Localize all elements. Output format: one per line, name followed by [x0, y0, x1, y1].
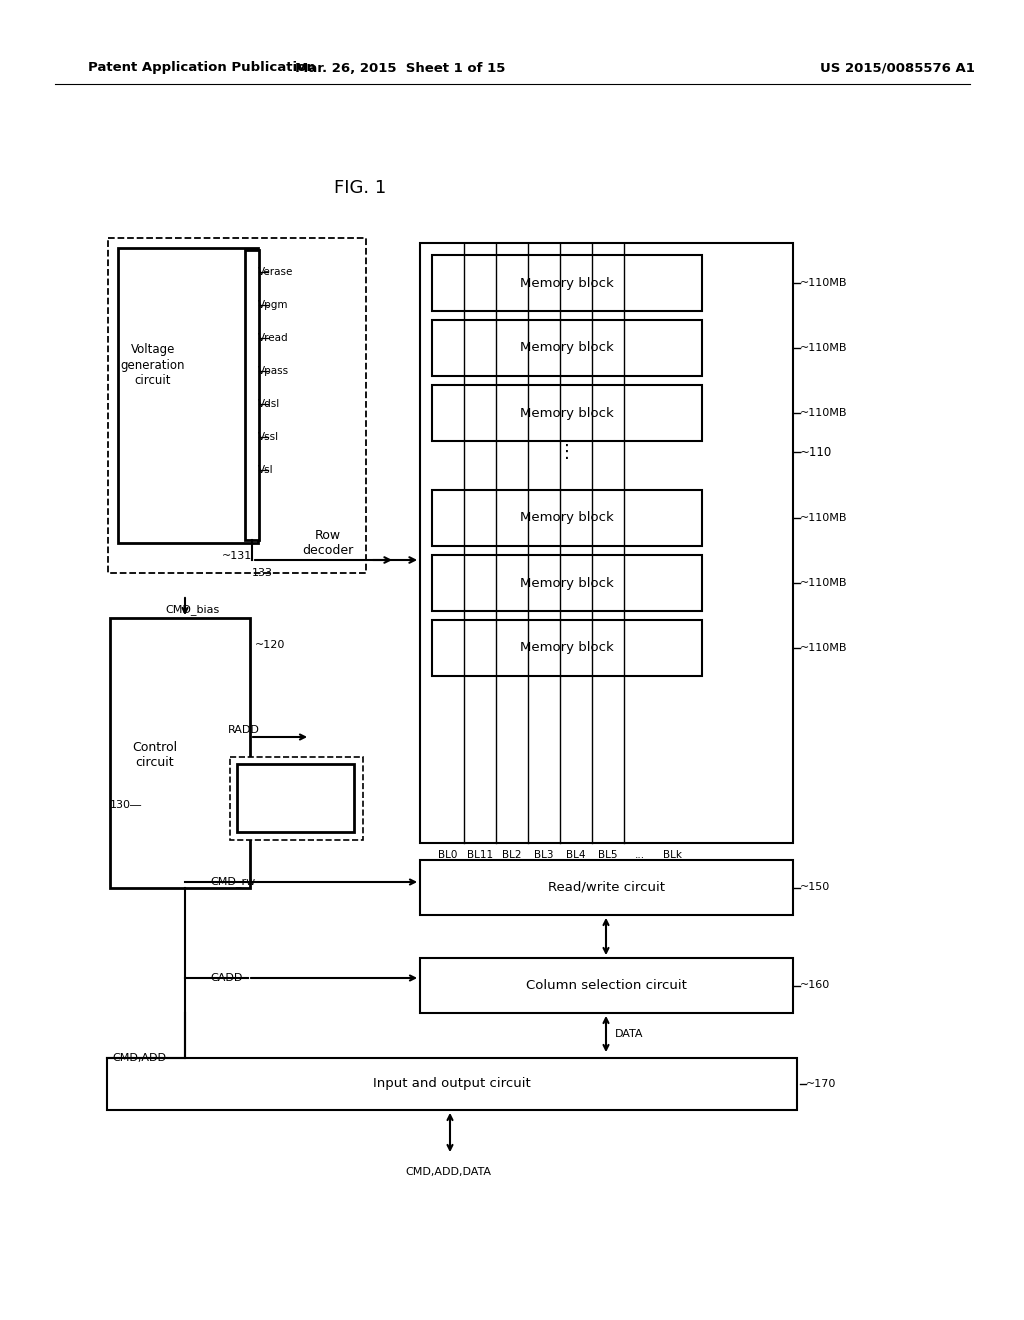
Bar: [432, 554, 702, 611]
Text: Vread: Vread: [258, 333, 289, 343]
Bar: [237, 764, 354, 832]
Text: Memory block: Memory block: [520, 642, 613, 655]
Bar: [420, 243, 793, 843]
Text: Mar. 26, 2015  Sheet 1 of 15: Mar. 26, 2015 Sheet 1 of 15: [295, 62, 505, 74]
Text: Memory block: Memory block: [520, 342, 613, 355]
Text: BL3: BL3: [535, 850, 554, 861]
Bar: [420, 958, 793, 1012]
Text: Row
decoder: Row decoder: [302, 529, 353, 557]
Text: DATA: DATA: [615, 1030, 643, 1039]
Text: Input and output circuit: Input and output circuit: [373, 1077, 530, 1090]
Text: ...: ...: [635, 850, 645, 861]
Text: ~110MB: ~110MB: [800, 279, 848, 288]
Bar: [230, 756, 362, 840]
Text: ⋮: ⋮: [558, 444, 575, 461]
Bar: [432, 319, 702, 376]
Text: ~110MB: ~110MB: [800, 578, 848, 587]
Text: 130―: 130―: [110, 800, 142, 810]
Text: ~131: ~131: [222, 550, 252, 561]
Bar: [432, 385, 702, 441]
Text: Voltage
generation
circuit: Voltage generation circuit: [121, 343, 185, 387]
Text: FIG. 1: FIG. 1: [334, 180, 386, 197]
Text: Vdsl: Vdsl: [258, 399, 281, 409]
Text: ~160: ~160: [800, 981, 830, 990]
Bar: [432, 490, 702, 546]
Text: Vsl: Vsl: [258, 465, 273, 475]
Text: Vpgm: Vpgm: [258, 300, 289, 310]
Text: Memory block: Memory block: [520, 407, 613, 420]
Bar: [106, 1059, 797, 1110]
Text: BLk: BLk: [663, 850, 682, 861]
Text: ~120: ~120: [255, 640, 286, 649]
Text: BL0: BL0: [438, 850, 458, 861]
Bar: [432, 620, 702, 676]
Text: BL4: BL4: [566, 850, 586, 861]
Text: Column selection circuit: Column selection circuit: [526, 979, 687, 993]
Text: ~110MB: ~110MB: [800, 343, 848, 352]
Text: ~150: ~150: [800, 883, 830, 892]
Text: ~110MB: ~110MB: [800, 408, 848, 418]
Text: RADD: RADD: [228, 725, 260, 735]
Bar: [420, 861, 793, 915]
Text: Patent Application Publication: Patent Application Publication: [88, 62, 315, 74]
Text: BL11: BL11: [467, 850, 494, 861]
Text: CMD_rw: CMD_rw: [210, 876, 255, 887]
Text: ~170: ~170: [806, 1078, 837, 1089]
Text: CADD: CADD: [210, 973, 243, 983]
Text: Memory block: Memory block: [520, 577, 613, 590]
Text: CMD,ADD: CMD,ADD: [112, 1053, 166, 1063]
Bar: [432, 255, 702, 312]
Text: ~110: ~110: [800, 446, 833, 458]
Text: Vpass: Vpass: [258, 366, 289, 376]
Text: BL2: BL2: [502, 850, 522, 861]
Bar: [245, 249, 259, 540]
Text: BL5: BL5: [598, 850, 617, 861]
Text: Verase: Verase: [258, 267, 293, 277]
Text: 133: 133: [252, 568, 273, 578]
Text: CMD,ADD,DATA: CMD,ADD,DATA: [406, 1167, 490, 1177]
Text: US 2015/0085576 A1: US 2015/0085576 A1: [820, 62, 975, 74]
Text: CMD_bias: CMD_bias: [165, 605, 219, 615]
Text: ~110MB: ~110MB: [800, 643, 848, 653]
Text: ~110MB: ~110MB: [800, 513, 848, 523]
Text: Memory block: Memory block: [520, 276, 613, 289]
Text: Read/write circuit: Read/write circuit: [548, 880, 665, 894]
Text: Vssl: Vssl: [258, 432, 280, 442]
Bar: [108, 238, 366, 573]
Text: Control
circuit: Control circuit: [132, 741, 177, 770]
Bar: [110, 618, 250, 888]
Bar: [118, 248, 258, 543]
Text: Memory block: Memory block: [520, 511, 613, 524]
